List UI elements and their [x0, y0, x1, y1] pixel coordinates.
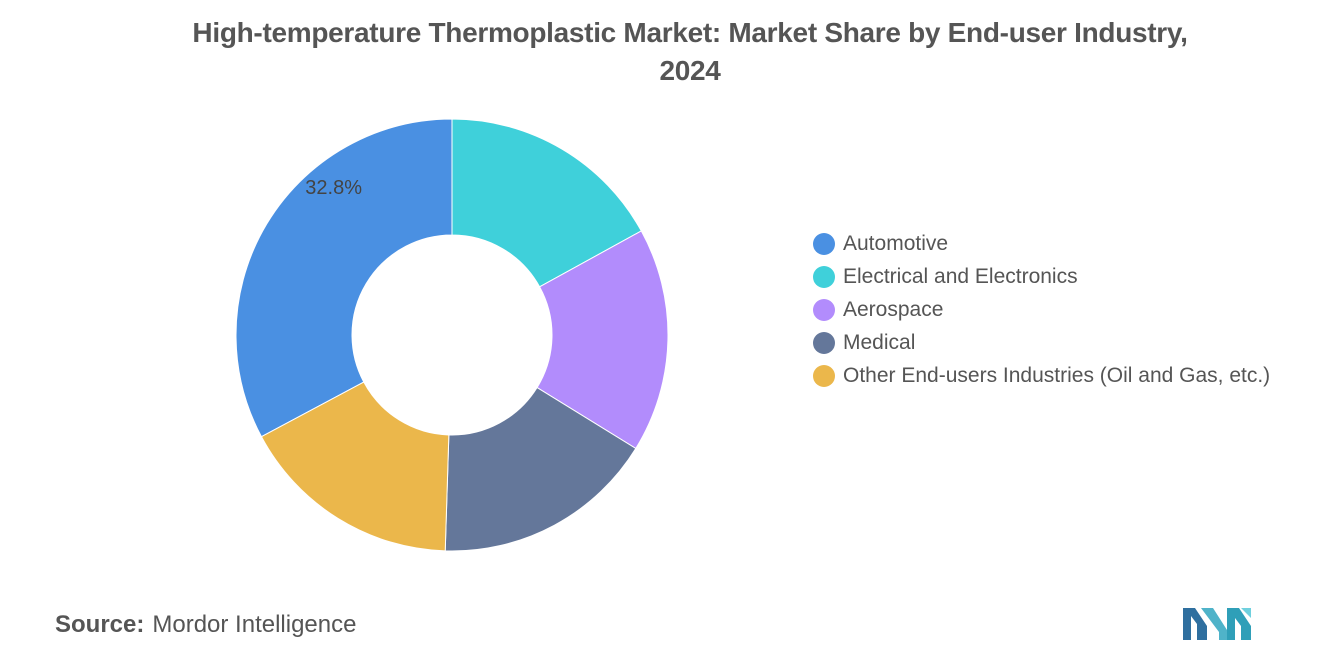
legend-swatch: [813, 299, 835, 321]
donut-slice-electrical-and-electronics: [451, 118, 642, 288]
donut-slice-other-end-users-industries-oil-and-gas-etc: [260, 381, 450, 552]
mordor-intelligence-logo-icon: [1183, 608, 1251, 640]
legend-label: Aerospace: [843, 298, 944, 321]
chart-title-line-1: High-temperature Thermoplastic Market: M…: [192, 17, 1188, 48]
legend-label: Medical: [843, 331, 916, 354]
source-label: Source:: [55, 611, 145, 638]
legend-label: Automotive: [843, 232, 949, 255]
donut-slice-automotive: [235, 118, 453, 438]
legend-item: Other End-users Industries (Oil and Gas,…: [813, 362, 1273, 390]
legend-swatch: [813, 266, 835, 288]
donut-slice-aerospace: [536, 230, 669, 450]
legend-swatch: [813, 365, 835, 387]
legend-swatch: [813, 332, 835, 354]
source-value: Mordor Intelligence: [152, 611, 357, 638]
legend-item: Aerospace: [813, 296, 1273, 324]
legend-item: Automotive: [813, 230, 1273, 258]
chart-legend: Automotive Electrical and Electronics Aero…: [813, 230, 1273, 395]
legend-label: Electrical and Electronics: [843, 265, 1078, 288]
legend-item: Medical: [813, 329, 1273, 357]
chart-title-line-2: 2024: [659, 55, 721, 86]
donut-slice-medical: [444, 386, 637, 552]
source-note: Source: Mordor Intelligence: [55, 611, 356, 639]
legend-swatch: [813, 233, 835, 255]
legend-label: Other End-users Industries (Oil and Gas,…: [843, 364, 1271, 387]
legend-item: Electrical and Electronics: [813, 263, 1273, 291]
chart-title: High-temperature Thermoplastic Market: M…: [0, 14, 1320, 90]
slice-data-label: 32.8%: [305, 177, 362, 199]
